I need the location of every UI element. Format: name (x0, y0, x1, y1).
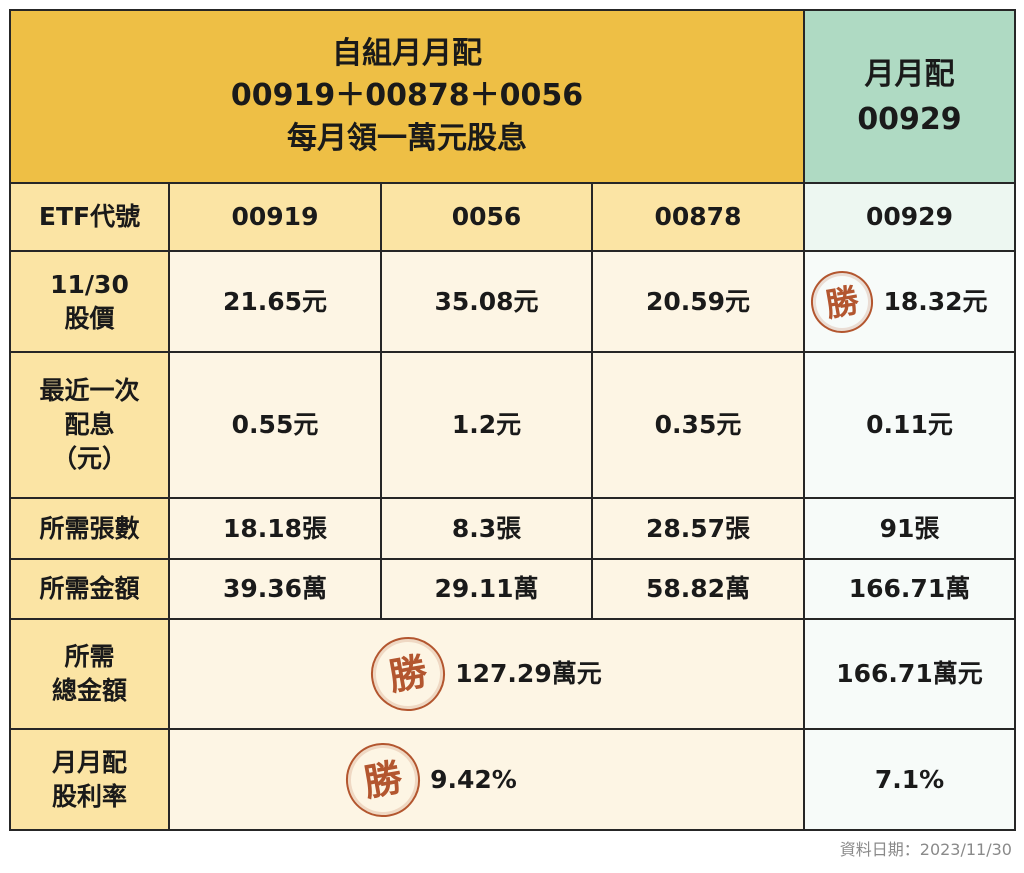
etf-code-0056: 0056 (380, 182, 593, 252)
lots-row: 所需張數 18.18張 8.3張 28.57張 91張 (9, 497, 1016, 560)
yield-label-line-1: 月月配 (51, 747, 127, 777)
win-seal-icon: 勝 (340, 736, 426, 823)
lots-00929: 91張 (803, 497, 1016, 560)
price-0056: 35.08元 (380, 250, 593, 353)
amount-00919: 39.36萬 (168, 558, 382, 620)
row-label-total: 所需 總金額 (9, 618, 170, 730)
dividend-00919: 0.55元 (168, 351, 382, 499)
total-label-line-2: 總金額 (51, 676, 127, 705)
row-label-price: 11/30 股價 (9, 250, 170, 353)
etf-code-00919: 00919 (168, 182, 382, 252)
yield-row: 月月配 股利率 勝 9.42% 7.1% (9, 728, 1016, 831)
etf-code-00929: 00929 (803, 182, 1016, 252)
dividend-0056: 1.2元 (380, 351, 593, 499)
self-built-portfolio-header: 自組月月配 00919＋00878＋0056 每月領一萬元股息 (9, 9, 805, 184)
total-00929: 166.71萬元 (803, 618, 1016, 730)
dividend-label-line-2: 配息 (64, 410, 115, 440)
lots-00919: 18.18張 (168, 497, 382, 560)
total-combined: 127.29萬元 (455, 659, 602, 689)
etf-comparison-table: 自組月月配 00919＋00878＋0056 每月領一萬元股息 月月配 0092… (9, 9, 1016, 831)
price-00878: 20.59元 (591, 250, 805, 353)
total-combined-cell: 勝 127.29萬元 (168, 618, 805, 730)
amount-row: 所需金額 39.36萬 29.11萬 58.82萬 166.71萬 (9, 558, 1016, 620)
total-row: 所需 總金額 勝 127.29萬元 166.71萬元 (9, 618, 1016, 730)
yield-combined-wrap: 勝 9.42% (340, 736, 517, 823)
row-label-lots: 所需張數 (9, 497, 170, 560)
header-left-line-1: 自組月月配 (332, 35, 482, 71)
header-right-line-2: 00929 (857, 101, 962, 137)
dividend-00929: 0.11元 (803, 351, 1016, 499)
lots-0056: 8.3張 (380, 497, 593, 560)
etf-code-00878: 00878 (591, 182, 805, 252)
source-date-note: 資料日期：2023/11/30 (839, 840, 1012, 859)
header-left-line-2: 00919＋00878＋0056 (230, 78, 584, 114)
price-00929-cell: 勝 18.32元 (803, 250, 1016, 353)
win-seal-icon: 勝 (365, 631, 452, 717)
price-00929-wrap: 勝 18.32元 (806, 265, 988, 338)
amount-00878: 58.82萬 (591, 558, 805, 620)
amount-0056: 29.11萬 (380, 558, 593, 620)
amount-00929: 166.71萬 (803, 558, 1016, 620)
price-00929: 18.32元 (883, 286, 988, 316)
dividend-label-line-1: 最近一次 (39, 376, 140, 406)
header-right-line-1: 月月配 (864, 56, 955, 92)
etf-code-row: ETF代號 00919 0056 00878 00929 (9, 182, 1016, 252)
yield-label-line-2: 股利率 (51, 781, 127, 811)
row-label-dividend: 最近一次 配息 （元） (9, 351, 170, 499)
yield-00929: 7.1% (803, 728, 1016, 831)
price-row: 11/30 股價 21.65元 35.08元 20.59元 勝 18.32元 (9, 250, 1016, 353)
yield-combined: 9.42% (430, 764, 517, 794)
total-combined-wrap: 勝 127.29萬元 (365, 631, 602, 717)
row-label-amount: 所需金額 (9, 558, 170, 620)
dividend-row: 最近一次 配息 （元） 0.55元 1.2元 0.35元 0.11元 (9, 351, 1016, 499)
price-label-line-2: 股價 (64, 303, 115, 333)
row-label-etf-code: ETF代號 (9, 182, 170, 252)
total-label-line-1: 所需 (64, 642, 115, 672)
row-label-yield: 月月配 股利率 (9, 728, 170, 831)
dividend-label-line-3: （元） (51, 443, 127, 473)
win-seal-icon: 勝 (806, 265, 879, 338)
lots-00878: 28.57張 (591, 497, 805, 560)
yield-combined-cell: 勝 9.42% (168, 728, 805, 831)
header-row: 自組月月配 00919＋00878＋0056 每月領一萬元股息 月月配 0092… (9, 9, 1016, 184)
dividend-00878: 0.35元 (591, 351, 805, 499)
header-left-line-3: 每月領一萬元股息 (287, 120, 527, 156)
price-00919: 21.65元 (168, 250, 382, 353)
price-label-line-1: 11/30 (50, 269, 129, 299)
etf-00929-header: 月月配 00929 (803, 9, 1016, 184)
